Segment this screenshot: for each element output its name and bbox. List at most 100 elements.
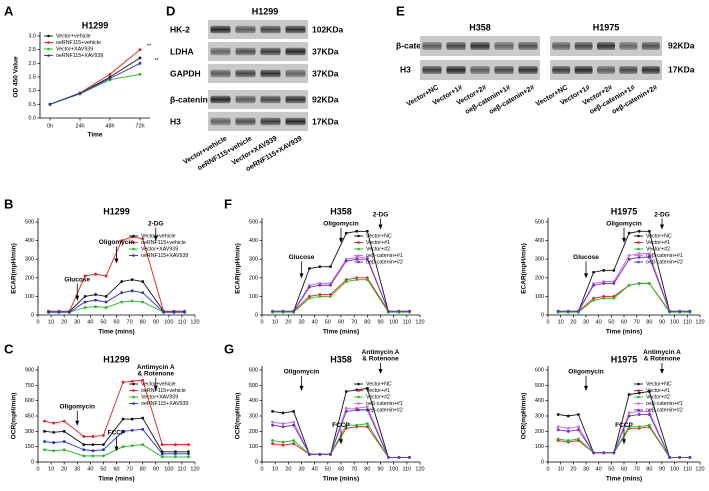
data-point xyxy=(138,72,142,76)
y-tick-label: 500 xyxy=(25,219,34,225)
y-tick-label: 400 xyxy=(535,238,544,244)
data-point xyxy=(627,425,631,429)
data-point xyxy=(577,428,580,432)
annotation: Glucose xyxy=(64,276,90,283)
band xyxy=(518,42,538,50)
data-point xyxy=(647,410,651,413)
data-point xyxy=(68,310,71,314)
data-point xyxy=(94,305,97,309)
y-tick-label: 2.0 xyxy=(28,61,36,67)
x-tick-label: 50 xyxy=(608,466,614,472)
data-point xyxy=(612,296,616,300)
data-point xyxy=(627,254,631,257)
y-tick-label: 450 xyxy=(25,413,34,419)
data-point xyxy=(344,259,348,263)
legend-label: Vector+#1 xyxy=(646,388,670,394)
legend-label: Vector+NC xyxy=(646,233,672,239)
band xyxy=(285,47,306,56)
x-tick-label: 100 xyxy=(389,319,398,325)
panel-letter: D xyxy=(166,3,175,18)
data-point xyxy=(556,428,560,432)
data-point xyxy=(187,443,190,447)
annotation: Oligomycin xyxy=(323,221,358,228)
data-point xyxy=(627,283,631,287)
legend-marker xyxy=(47,47,50,51)
legend-marker xyxy=(637,402,640,405)
data-point xyxy=(160,455,164,459)
data-point xyxy=(592,283,595,287)
x-tick-label: 100 xyxy=(670,319,679,325)
x-tick-label: 100 xyxy=(389,466,398,472)
data-point xyxy=(637,413,641,416)
data-point xyxy=(271,439,274,442)
arrow-head xyxy=(114,446,119,452)
x-tick-label: 10 xyxy=(272,466,278,472)
series-line xyxy=(558,414,690,458)
x-tick-label: 90 xyxy=(377,466,383,472)
x-tick-label: 10 xyxy=(558,466,564,472)
data-point xyxy=(602,296,606,300)
data-point xyxy=(121,417,125,421)
y-tick-label: 200 xyxy=(25,275,34,281)
band xyxy=(235,69,256,78)
x-tick-label: 72h xyxy=(135,123,144,129)
x-tick-label: 90 xyxy=(659,319,665,325)
data-point xyxy=(94,298,97,302)
chart-title: H1299 xyxy=(103,354,130,364)
blot-row-label: H3 xyxy=(170,116,181,126)
legend-label: Vector+#1 xyxy=(646,240,670,246)
legend-label: oeβ-catenin+#1 xyxy=(646,253,683,259)
series-line xyxy=(44,417,189,453)
data-point xyxy=(344,231,348,235)
blot-title: H1975 xyxy=(593,22,620,32)
data-point xyxy=(130,379,134,383)
legend-marker xyxy=(357,395,360,399)
x-tick-label: 50 xyxy=(100,466,106,472)
x-tick-label: 50 xyxy=(325,466,331,472)
data-point xyxy=(329,265,332,269)
data-point xyxy=(138,56,142,60)
annotation: FCCP xyxy=(332,422,350,429)
data-point xyxy=(271,423,274,427)
x-tick-label: 10 xyxy=(558,319,564,325)
data-point xyxy=(556,309,560,313)
arrow-head xyxy=(622,439,626,445)
arrow-head xyxy=(339,237,343,243)
data-point xyxy=(102,434,105,437)
data-point xyxy=(344,390,348,393)
data-point xyxy=(108,72,112,76)
data-point xyxy=(344,426,348,430)
data-point xyxy=(566,414,570,418)
data-point xyxy=(566,429,570,433)
x-tick-label: 48h xyxy=(105,123,114,129)
legend-label: Vector+#2 xyxy=(366,246,390,252)
data-point xyxy=(627,257,631,261)
blot-size: 92KDa xyxy=(312,94,339,104)
data-point xyxy=(408,456,411,459)
x-axis-label: Time (mins) xyxy=(606,329,642,336)
data-point xyxy=(365,229,369,233)
data-point xyxy=(138,48,142,52)
data-point xyxy=(566,439,570,442)
data-point xyxy=(329,283,332,287)
blot-size: 17KDa xyxy=(312,116,339,126)
y-tick-label: 750 xyxy=(25,383,34,389)
series-line xyxy=(558,282,690,313)
x-tick-label: 60 xyxy=(621,319,627,325)
arrow-head xyxy=(584,385,588,391)
annotation: ** xyxy=(154,58,159,64)
y-tick-label: 300 xyxy=(25,429,34,435)
data-point xyxy=(318,295,322,298)
annotation: FCCP xyxy=(615,422,633,429)
band xyxy=(597,42,615,50)
x-tick-label: 100 xyxy=(164,466,173,472)
x-tick-label: 60 xyxy=(338,319,344,325)
band xyxy=(619,66,638,74)
x-axis-label: Time (mins) xyxy=(323,329,359,336)
legend-label: oeβ-catenin+#1 xyxy=(646,401,683,407)
legend-label: Vector+vehicle xyxy=(56,33,91,39)
x-tick-label: 30 xyxy=(298,319,304,325)
annotation: 2-DG xyxy=(373,211,389,218)
